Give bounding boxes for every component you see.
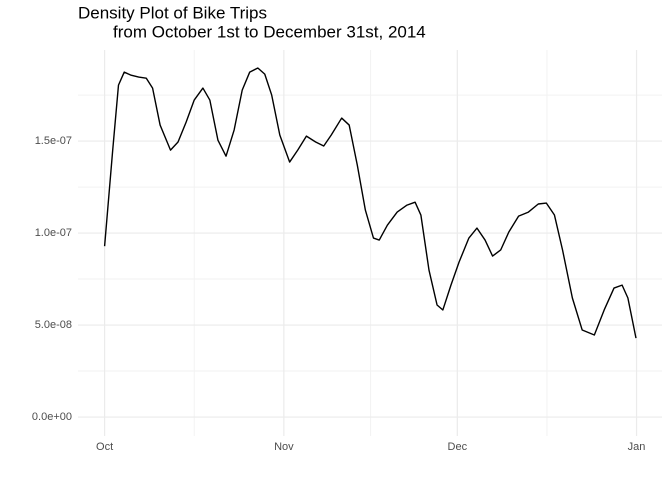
y-tick-label: 1.0e-07 — [35, 227, 72, 239]
y-tick-label: 1.5e-07 — [35, 135, 72, 147]
x-tick-label: Jan — [628, 441, 646, 453]
density-line — [103, 67, 637, 339]
y-tick-label: 5.0e-08 — [35, 319, 72, 331]
y-tick-label: 0.0e+00 — [32, 411, 72, 423]
chart-title: Density Plot of Bike Trips — [78, 3, 267, 22]
chart-subtitle: from October 1st to December 31st, 2014 — [113, 22, 426, 41]
x-tick-label: Dec — [448, 441, 468, 453]
x-tick-label: Oct — [96, 441, 113, 453]
x-tick-label: Nov — [274, 441, 294, 453]
